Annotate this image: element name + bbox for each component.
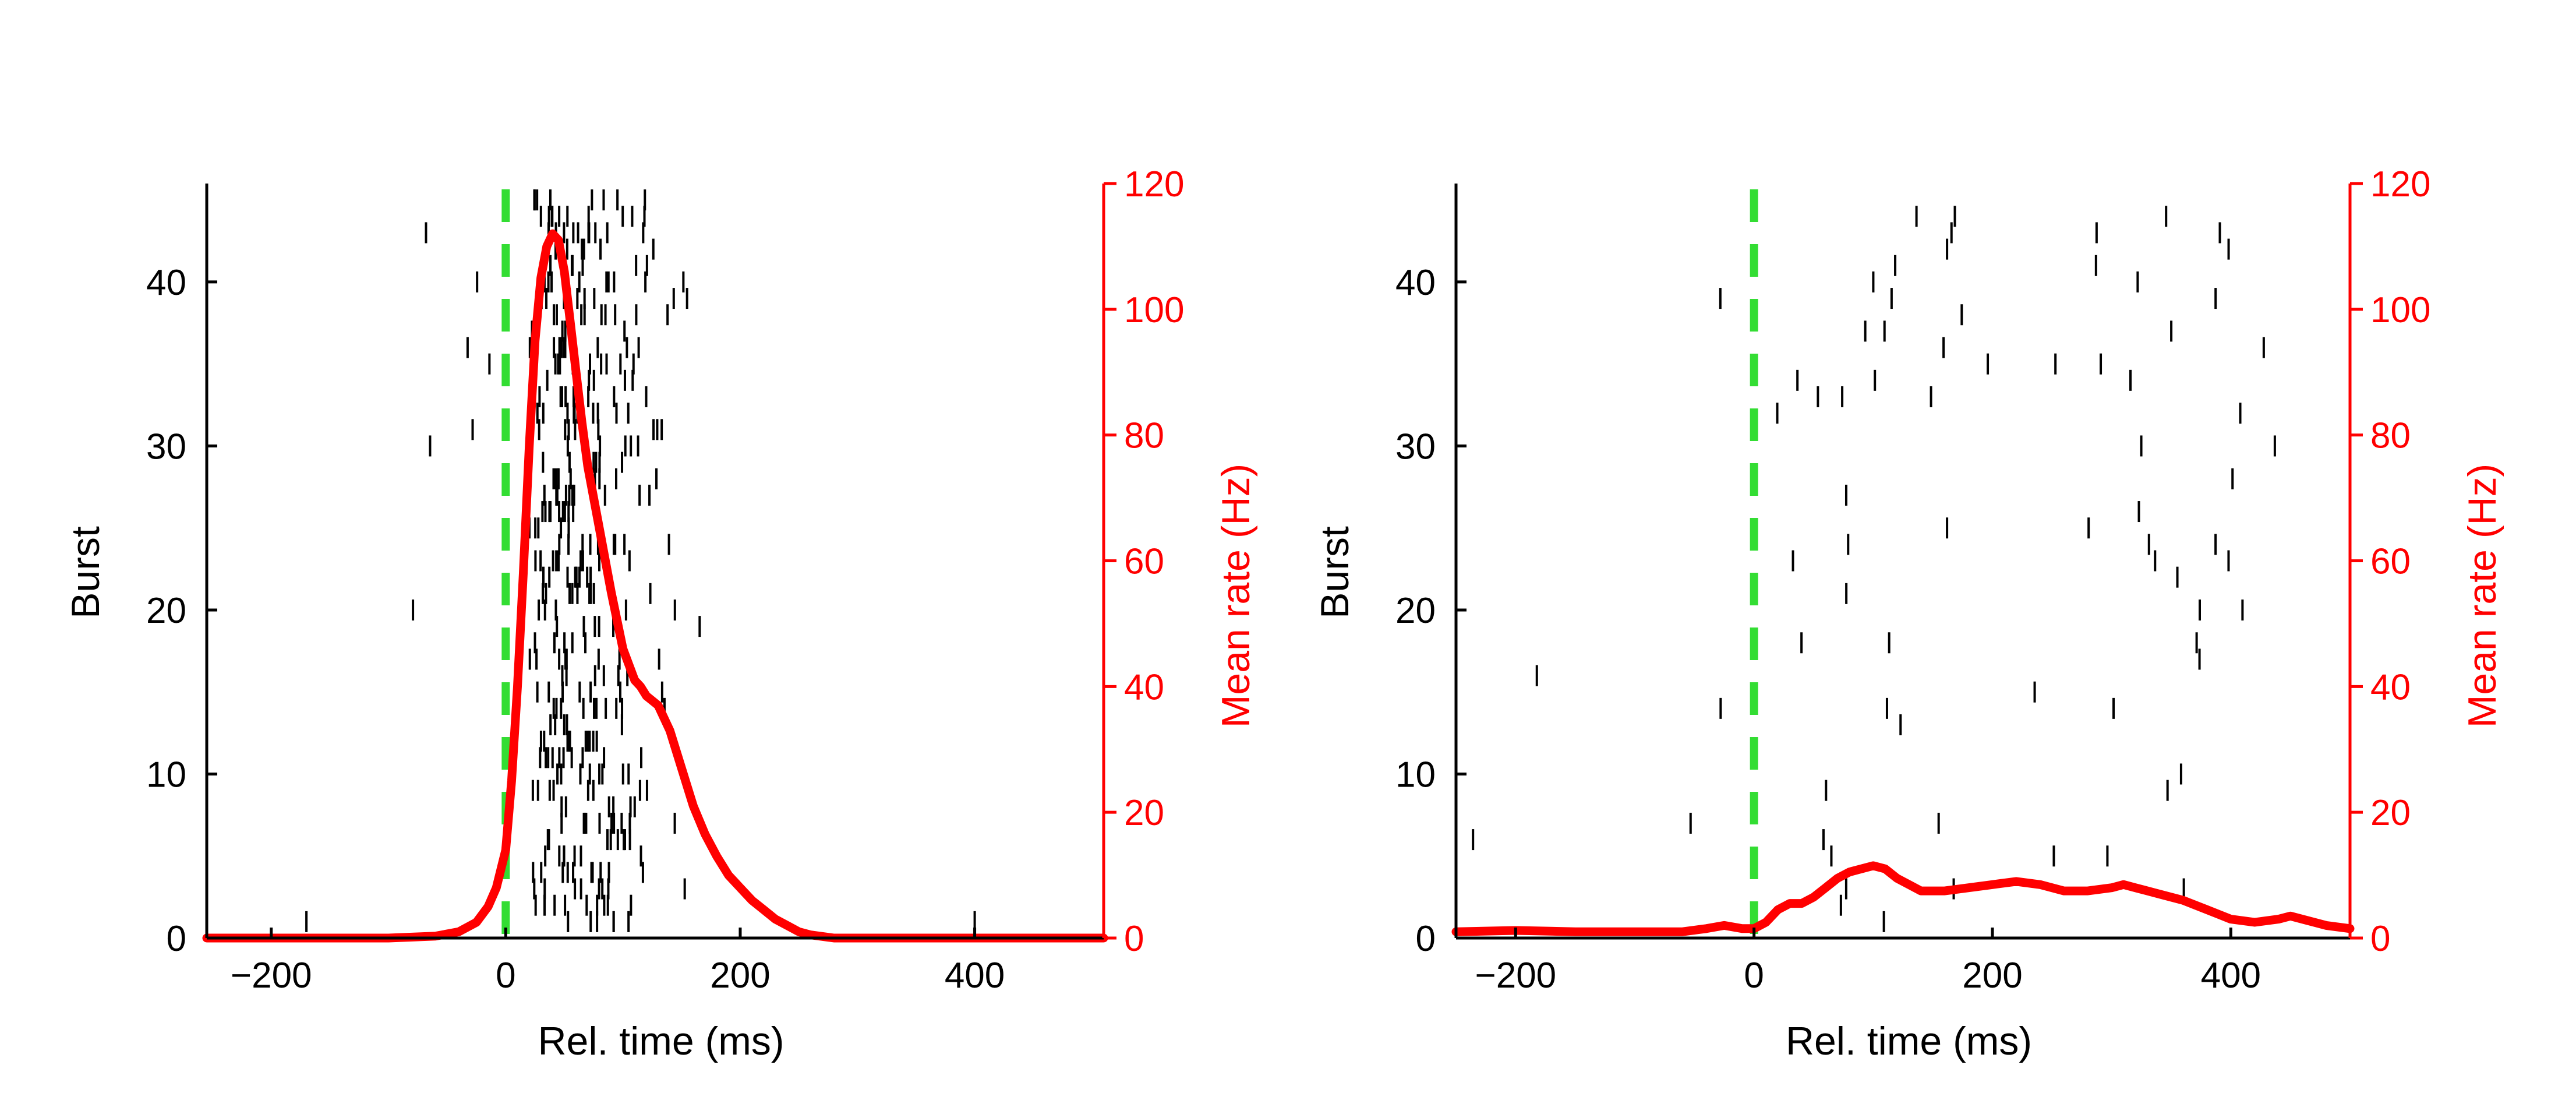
y2-tick-label: 0 [1124,919,1144,959]
y2-tick-label: 40 [2370,667,2411,707]
y2-tick-label: 100 [1124,290,1184,330]
raster-spikes [305,189,976,932]
x-tick-label: −200 [231,956,312,996]
y-tick-label: 0 [1416,919,1436,959]
y-tick-label: 0 [167,919,186,959]
x-axis-label: Rel. time (ms) [538,1019,784,1063]
y2-axis-label: Mean rate (Hz) [1214,464,1258,728]
y2-tick-label: 120 [1124,164,1184,205]
x-tick-label: −200 [1475,956,1557,996]
y-tick-label: 10 [1395,755,1436,795]
x-axis-label: Rel. time (ms) [1786,1019,2032,1063]
y2-tick-label: 60 [2370,542,2411,582]
x-tick-label: 200 [1962,956,2022,996]
y2-tick-label: 120 [2370,164,2430,205]
y-tick-label: 20 [146,591,186,631]
y2-tick-label: 80 [2370,416,2411,456]
x-tick-label: 200 [710,956,770,996]
y2-tick-label: 20 [2370,793,2411,833]
panel-left: −200 0 200 400010203040020406080100120Rel. … [63,164,1258,1063]
x-tick-label: 400 [2201,956,2261,996]
raster-spikes [1472,206,2276,932]
y2-tick-label: 20 [1124,793,1164,833]
y2-tick-label: 0 [2370,919,2390,959]
y2-tick-label: 40 [1124,667,1164,707]
x-tick-label: 0 [1744,956,1764,996]
y-axis-label: Burst [1313,526,1357,619]
mean-rate-curve [1451,861,2355,936]
y2-tick-label: 100 [2370,290,2430,330]
y2-axis-label: Mean rate (Hz) [2460,464,2504,728]
y-tick-label: 10 [146,755,186,795]
y2-tick-label: 60 [1124,542,1164,582]
y-tick-label: 40 [146,263,186,303]
y-tick-label: 30 [146,426,186,467]
x-tick-label: 0 [496,956,515,996]
x-tick-label: 400 [945,956,1005,996]
y-tick-label: 40 [1395,263,1436,303]
y-axis-label: Burst [63,526,108,619]
mean-rate-curve [202,229,1108,943]
y-tick-label: 30 [1395,426,1436,467]
y2-tick-label: 80 [1124,416,1164,456]
y-tick-label: 20 [1395,591,1436,631]
panel-right: −200 0 200 400010203040020406080100120Rel. … [1313,164,2504,1063]
